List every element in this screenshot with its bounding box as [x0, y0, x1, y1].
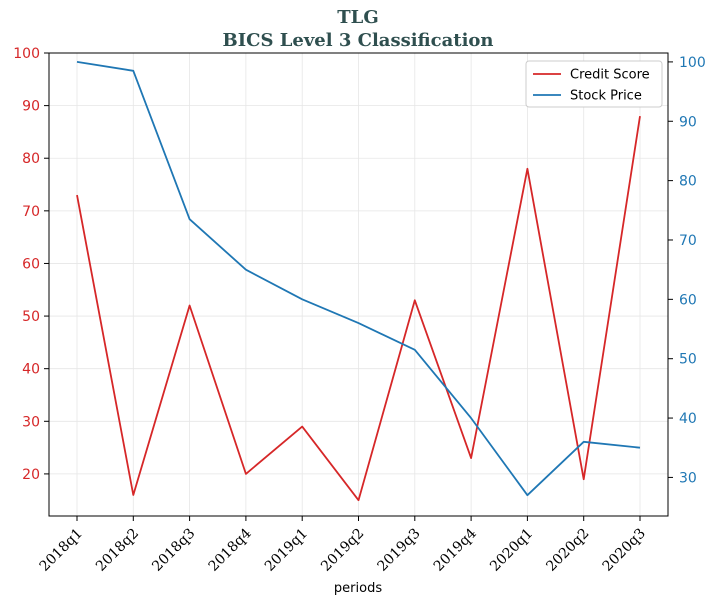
x-tick-label: 2019q1: [262, 526, 311, 575]
y-left-tick-label: 20: [22, 467, 40, 483]
x-tick-label: 2019q2: [318, 526, 367, 575]
y-left-tick-label: 90: [22, 99, 40, 115]
x-tick-label: 2020q3: [600, 526, 649, 575]
y-left-tick-label: 80: [22, 151, 40, 167]
x-tick-label: 2020q1: [487, 526, 536, 575]
x-tick-label: 2018q2: [93, 526, 142, 575]
x-tick-label: 2018q1: [37, 526, 86, 575]
y-right-tick-label: 50: [679, 352, 697, 368]
y-right-tick-label: 30: [679, 470, 697, 486]
x-tick-label: 2018q4: [206, 525, 255, 574]
grid: [49, 52, 668, 516]
chart-title: TLG: [337, 7, 378, 28]
y-left-tick-label: 30: [22, 414, 40, 430]
y-right-tick-label: 90: [679, 114, 697, 130]
y-left-tick-label: 50: [22, 309, 40, 325]
chart-subtitle: BICS Level 3 Classification: [222, 30, 493, 51]
y-left-tick-label: 60: [22, 256, 40, 272]
legend: Credit Score Stock Price: [525, 60, 663, 108]
y-left-tick-label: 70: [22, 204, 40, 220]
y-right-tick-label: 60: [679, 292, 697, 308]
y-right-tick-label: 80: [679, 174, 697, 190]
x-tick-label: 2019q3: [374, 526, 423, 575]
y-left-tick-label: 40: [22, 362, 40, 378]
series-line-stock-price: [76, 61, 641, 497]
legend-label: Stock Price: [570, 89, 642, 104]
legend-label: Credit Score: [570, 68, 650, 83]
x-tick-label: 2018q3: [149, 526, 198, 575]
y-right-tick-label: 70: [679, 233, 697, 249]
x-tick-label: 2019q4: [431, 525, 480, 574]
y-right-tick-label: 40: [679, 411, 697, 427]
y-right-tick-label: 100: [679, 55, 706, 71]
x-axis-label: periods: [334, 581, 382, 596]
y-left-tick-label: 100: [13, 46, 40, 62]
x-tick-label: 2020q2: [543, 526, 592, 575]
series-line-credit-score: [76, 115, 641, 502]
series-layer: [76, 61, 641, 502]
